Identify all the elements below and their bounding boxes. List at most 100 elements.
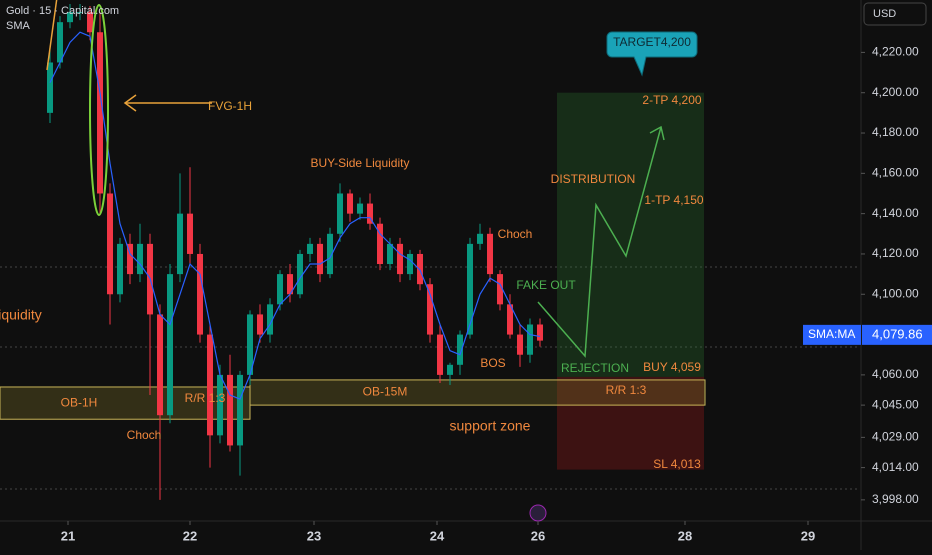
annotation: Choch	[127, 428, 162, 442]
y-tick-label: 4,220.00	[872, 45, 919, 59]
annotation: 2-TP 4,200	[642, 93, 701, 107]
y-tick-label: 4,014.00	[872, 460, 919, 474]
x-tick-label: 26	[531, 528, 545, 543]
annotation: REJECTION	[561, 361, 629, 375]
candle-body	[227, 374, 233, 446]
candle-body	[507, 304, 513, 335]
candle-body	[267, 304, 273, 335]
candle-body	[477, 233, 483, 244]
candle-body	[137, 243, 143, 275]
candle-body	[427, 284, 433, 335]
candle-body	[337, 193, 343, 234]
y-tick-label: 4,029.00	[872, 430, 919, 444]
target-bubble	[606, 31, 698, 77]
trend-line	[46, 0, 58, 71]
candle-body	[487, 233, 493, 275]
x-tick-label: 28	[678, 528, 692, 543]
x-tick-label: 23	[307, 528, 321, 543]
candle-body	[317, 243, 323, 275]
candle-body	[177, 213, 183, 275]
candle-body	[537, 324, 543, 341]
candle-body	[287, 274, 293, 295]
candle-body	[437, 334, 443, 375]
annotation: BUY 4,059	[643, 360, 701, 374]
currency[interactable]: USD	[873, 8, 896, 20]
annotation: iquidity	[0, 307, 42, 323]
candle-body	[497, 274, 503, 305]
annotation: 1-TP 4,150	[644, 193, 703, 207]
chart-title: Gold · 15 · Capital.com	[6, 5, 119, 17]
order-block	[249, 379, 706, 406]
event-icon[interactable]	[529, 504, 547, 522]
candle-body	[307, 243, 313, 254]
sma-line	[49, 31, 541, 400]
candle-body	[237, 374, 243, 446]
candle-body	[517, 334, 523, 355]
candle-body	[387, 243, 393, 265]
candle-body	[367, 203, 373, 224]
annotation: FAKE OUT	[516, 278, 576, 292]
annotation: BUY-Side Liquidity	[311, 156, 410, 170]
candle-body	[467, 243, 473, 335]
candle-body	[117, 243, 123, 295]
annotation: R/R 1:3	[185, 391, 226, 405]
candle-body	[347, 193, 353, 214]
fvg-ellipse	[89, 4, 109, 216]
zone-label: OB-15M	[363, 385, 408, 399]
annotation: SL 4,013	[653, 457, 701, 471]
zone-label: OB-1H	[61, 395, 98, 409]
candle-body	[77, 12, 83, 14]
x-tick-label: 22	[183, 528, 197, 543]
candle-body	[67, 12, 73, 23]
candle-body	[57, 22, 63, 63]
candle-body	[187, 213, 193, 254]
annotation: FVG-1H	[208, 99, 252, 113]
currency-button[interactable]	[863, 2, 927, 26]
candle-body	[277, 274, 283, 305]
candle-body	[197, 253, 203, 335]
projection-path	[537, 126, 662, 358]
candle-body	[97, 32, 103, 194]
x-tick-label: 24	[430, 528, 445, 543]
y-tick-label: 4,140.00	[872, 206, 919, 220]
candle-body	[407, 253, 413, 275]
candle-body	[107, 193, 113, 295]
y-tick-label: 4,045.00	[872, 397, 919, 411]
profit-zone	[557, 92, 704, 377]
price-tag-name: SMA:MA	[808, 327, 855, 341]
candle-body	[357, 203, 363, 214]
candle-body	[157, 314, 163, 416]
price-tag-value: 4,079.86	[872, 326, 923, 341]
y-tick-label: 4,100.00	[872, 286, 919, 300]
annotation: support zone	[450, 418, 531, 434]
candle-body	[327, 233, 333, 275]
candle-body	[247, 314, 253, 375]
y-tick-label: 3,998.00	[872, 492, 919, 506]
y-tick-label: 4,180.00	[872, 125, 919, 139]
arrow-head	[649, 125, 665, 141]
target-label: TARGET4,200	[613, 35, 691, 49]
candle-body	[527, 324, 533, 355]
candle-body	[127, 243, 133, 275]
candle-body	[47, 62, 53, 113]
annotation: Choch	[498, 227, 533, 241]
annotation: BOS	[480, 356, 505, 370]
candle-body	[207, 334, 213, 436]
candle-body	[167, 274, 173, 416]
annotation: R/R 1:3	[606, 383, 647, 397]
candle-body	[457, 334, 463, 365]
candle-body	[447, 364, 453, 375]
candle-body	[397, 243, 403, 275]
annotation: DISTRIBUTION	[551, 172, 636, 186]
loss-zone	[557, 376, 704, 470]
y-tick-label: 4,200.00	[872, 85, 919, 99]
y-tick-label: 4,060.00	[872, 367, 919, 381]
candle-body	[257, 314, 263, 335]
y-tick-label: 4,160.00	[872, 166, 919, 180]
candle-body	[417, 253, 423, 285]
candle-body	[297, 253, 303, 295]
candle-body	[217, 374, 223, 436]
